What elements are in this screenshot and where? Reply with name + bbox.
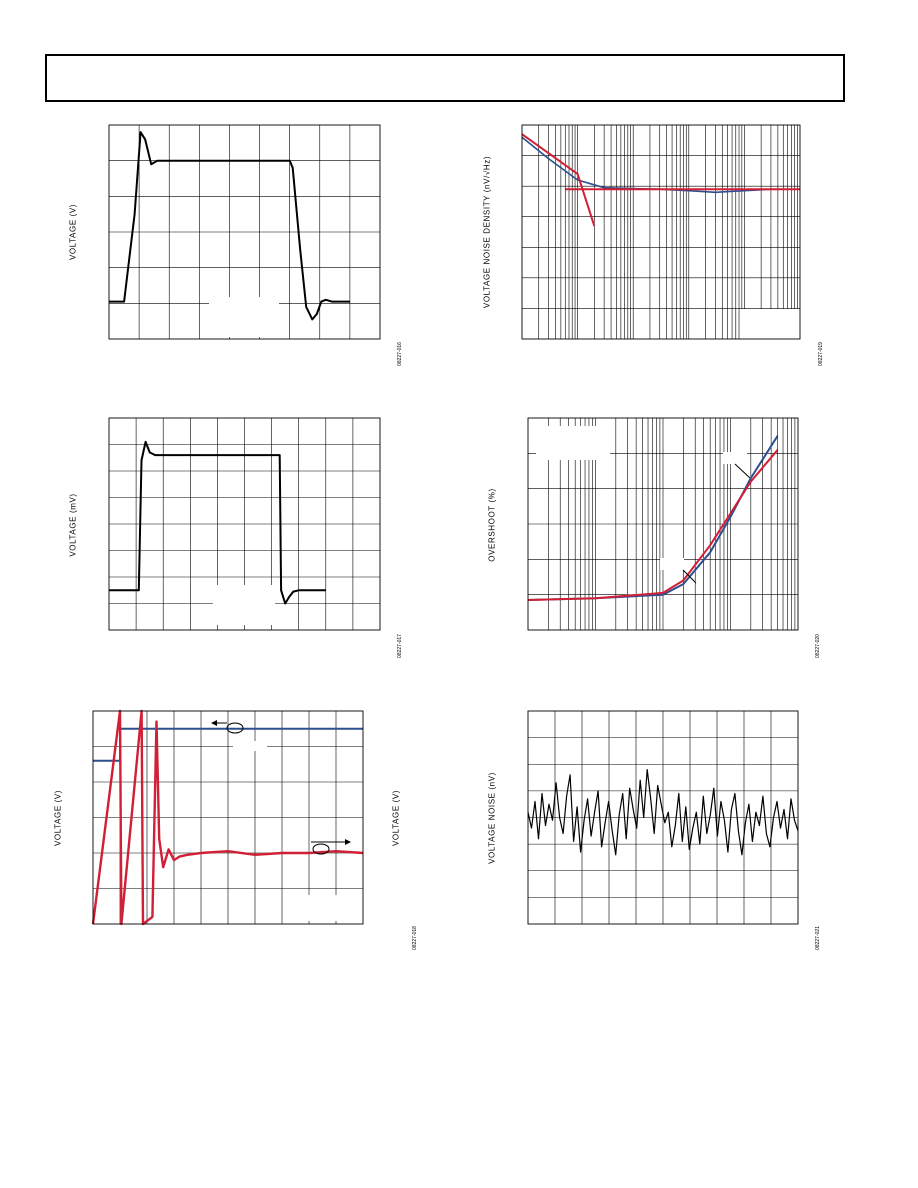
chart4-pointer-1 [734, 463, 751, 479]
chart5-frame [92, 710, 364, 925]
chart2-noise-density [521, 124, 801, 340]
chart1-frame [108, 124, 381, 340]
chart1-step-response [108, 124, 381, 340]
chart4-label-mask-1 [536, 426, 610, 460]
chart2-label-mask [740, 309, 800, 339]
chart2-frame [521, 124, 801, 340]
chart3-small-signal-response [108, 417, 381, 631]
chart6-series-0 [527, 768, 799, 856]
chart1-ylabel: VOLTAGE (V) [68, 203, 78, 261]
chart5-grid [93, 711, 363, 924]
chart5-ellipse-marker-1 [226, 722, 244, 734]
chart5-ylabel-right: VOLTAGE (V) [391, 789, 401, 847]
chart2-series-1f-fit [521, 133, 596, 227]
chart3-ylabel: VOLTAGE (mV) [68, 493, 78, 557]
chart5-label-mask [303, 895, 359, 921]
chart3-frame [108, 417, 381, 631]
chart6-ylabel: VOLTAGE NOISE (nV) [487, 772, 497, 864]
chart5-ellipse-marker-2 [312, 843, 330, 855]
chart4-label-mask-3 [660, 558, 684, 570]
chart4-label-mask-2 [723, 452, 747, 464]
chart6-voltage-noise [527, 710, 799, 925]
chart5-series-output [91, 709, 364, 926]
chart6-grid [528, 711, 798, 924]
chart1-figure-id: 08227-016 [397, 342, 403, 366]
chart4-pointer-2 [682, 569, 697, 584]
chart2-grid [522, 125, 800, 339]
chart5-overload-recovery [91, 709, 364, 926]
chart4-frame [527, 417, 799, 631]
chart2-figure-id: 08227-019 [818, 342, 824, 366]
page-header-box [45, 54, 845, 102]
chart3-series-0 [109, 440, 326, 605]
chart4-overshoot [527, 417, 799, 631]
chart2-series-measured [521, 136, 771, 194]
chart5-ylabel-left: VOLTAGE (V) [53, 789, 63, 847]
chart4-series-red [527, 449, 779, 601]
chart5-figure-id: 08227-018 [412, 926, 418, 950]
chart3-figure-id: 08227-017 [397, 634, 403, 658]
chart4-figure-id: 08227-020 [815, 634, 821, 658]
chart1-label-mask [209, 297, 279, 337]
chart6-figure-id: 08227-021 [815, 926, 821, 950]
chart3-label-mask [213, 585, 275, 625]
chart1-series-0 [109, 131, 350, 321]
chart5-label-mask-2 [233, 741, 267, 751]
chart4-ylabel: OVERSHOOT (%) [487, 488, 497, 562]
chart5-arrow-left-head [211, 720, 217, 726]
chart2-ylabel: VOLTAGE NOISE DENSITY (nV/√Hz) [482, 155, 492, 309]
chart6-frame [527, 710, 799, 925]
chart5-arrow-right-head [345, 839, 351, 845]
